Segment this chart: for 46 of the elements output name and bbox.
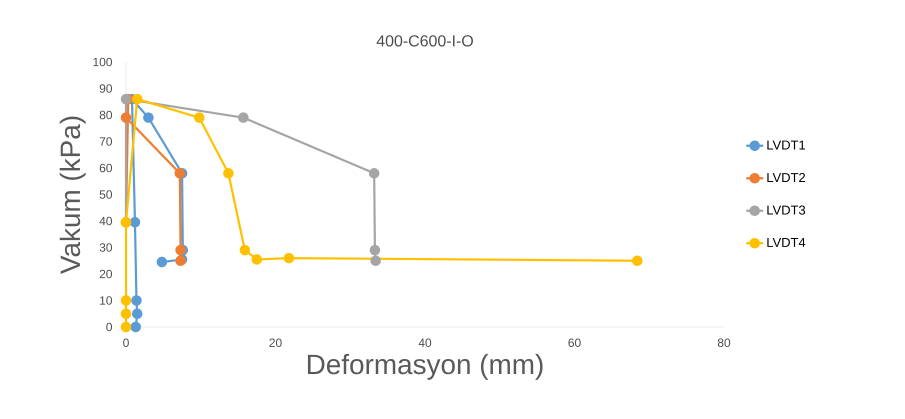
- x-axis-title: Deformasyon (mm): [308, 354, 543, 380]
- point: [120, 295, 132, 306]
- y-tick-label: 100: [93, 58, 112, 66]
- legend-label: LVDT4: [767, 238, 806, 247]
- point: [368, 168, 380, 179]
- point: [238, 112, 249, 123]
- point: [120, 322, 132, 332]
- point: [132, 94, 142, 104]
- y-tick-label: 10: [100, 296, 112, 305]
- x-tick-label: 40: [418, 338, 432, 347]
- point: [130, 322, 141, 332]
- point: [370, 244, 380, 256]
- point: [370, 255, 381, 266]
- legend-label: LVDT1: [767, 140, 806, 150]
- y-tick-label: 60: [100, 164, 112, 172]
- y-tick-label: 80: [100, 110, 112, 120]
- y-tick-label: 20: [100, 270, 112, 278]
- point: [143, 112, 154, 123]
- y-axis-title: Vakum (kPa): [60, 116, 86, 274]
- point: [120, 94, 132, 104]
- x-tick-label: 80: [718, 338, 730, 347]
- point: [130, 217, 140, 228]
- point: [632, 255, 643, 266]
- point: [240, 244, 250, 256]
- point: [223, 168, 234, 179]
- x-tick-label: 60: [568, 338, 581, 347]
- y-tick-label: 40: [99, 216, 112, 226]
- point: [175, 244, 186, 256]
- y-tick-label: 50: [100, 190, 112, 199]
- point: [120, 112, 132, 123]
- point: [156, 256, 168, 268]
- x-tick-label: 20: [269, 338, 282, 347]
- y-tick-label: 0: [106, 322, 112, 332]
- y-tick-label: 90: [100, 84, 112, 93]
- point: [252, 254, 262, 265]
- chart-title: 400-C600-I-O: [376, 35, 473, 46]
- legend-label: LVDT2: [767, 172, 806, 182]
- legend-label: LVDT3: [767, 205, 806, 215]
- y-tick-label: 30: [100, 243, 112, 252]
- point: [284, 252, 294, 264]
- point: [120, 308, 132, 320]
- point: [194, 112, 205, 123]
- y-tick-label: 70: [100, 137, 112, 146]
- point: [131, 295, 142, 306]
- point: [132, 308, 142, 320]
- x-tick-label: 0: [123, 338, 129, 347]
